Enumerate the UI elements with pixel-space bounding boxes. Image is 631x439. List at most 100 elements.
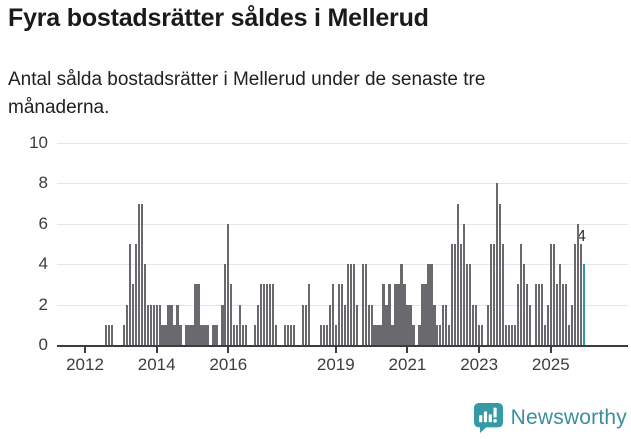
bar	[283, 324, 287, 345]
bar	[558, 264, 561, 345]
bar	[161, 324, 164, 345]
x-axis-tick-label: 2012	[66, 355, 104, 374]
x-axis-tick	[549, 347, 552, 353]
bar	[573, 244, 576, 345]
gridline-y4	[57, 264, 628, 266]
bar	[352, 264, 355, 345]
bar	[406, 304, 409, 345]
bar	[337, 284, 340, 345]
bar	[236, 324, 239, 345]
x-axis-line	[57, 345, 628, 347]
bar	[263, 284, 266, 345]
bar	[534, 284, 538, 345]
bar	[364, 264, 367, 345]
y-axis-tick-label: 6	[38, 213, 48, 233]
bar	[412, 324, 415, 345]
bar	[289, 324, 293, 345]
bar	[200, 324, 203, 345]
bar	[400, 264, 403, 345]
bar	[436, 324, 439, 345]
bar	[319, 324, 323, 345]
bar	[304, 304, 308, 345]
bar	[274, 324, 278, 345]
bar	[525, 284, 529, 345]
x-axis-tick	[406, 347, 409, 353]
bar	[421, 284, 424, 345]
bar	[155, 304, 158, 345]
bar	[227, 223, 230, 345]
bar	[361, 264, 364, 345]
bar	[206, 324, 209, 345]
bar	[203, 324, 206, 345]
bar	[469, 264, 472, 345]
bar	[292, 324, 296, 345]
bar	[164, 324, 167, 345]
bar	[194, 284, 197, 345]
bar	[128, 244, 131, 345]
bar	[221, 304, 224, 345]
bar	[486, 304, 490, 345]
bar	[513, 324, 517, 345]
bar	[433, 304, 436, 345]
bar	[504, 324, 508, 345]
bar	[540, 284, 543, 345]
bar	[418, 324, 421, 345]
bar	[409, 304, 412, 345]
bar	[552, 244, 555, 345]
x-axis-tick-label: 2019	[316, 355, 355, 374]
bar	[257, 304, 260, 345]
bar	[537, 284, 541, 345]
bar	[564, 284, 567, 345]
y-axis-tick-label: 4	[38, 254, 48, 274]
bar	[322, 324, 326, 345]
bar	[224, 264, 227, 345]
newsworthy-bubble-icon	[473, 402, 503, 434]
bar	[191, 324, 194, 345]
newsworthy-wordmark: Newsworthy	[510, 406, 627, 429]
bar	[507, 324, 511, 345]
bar	[439, 324, 442, 345]
bar	[230, 284, 233, 345]
x-axis-tick	[155, 347, 158, 353]
bar	[215, 324, 218, 345]
bar	[430, 264, 433, 345]
bar	[334, 324, 337, 345]
bar	[376, 324, 379, 345]
bar	[260, 284, 263, 345]
bar	[340, 284, 343, 345]
bar	[489, 244, 493, 345]
bar	[442, 304, 445, 345]
bar	[522, 264, 526, 345]
bar-highlighted-latest	[582, 264, 585, 345]
bar	[188, 324, 191, 345]
last-value-annotation: 4	[577, 228, 586, 245]
bar	[516, 284, 520, 345]
bar	[331, 284, 334, 345]
bar	[140, 203, 143, 345]
bar	[110, 324, 114, 345]
bar	[463, 223, 466, 345]
gridline-y6	[57, 223, 628, 225]
bar	[498, 203, 502, 345]
bar	[519, 244, 523, 345]
bar	[301, 304, 305, 345]
bar	[367, 304, 370, 345]
bar	[131, 284, 134, 345]
bar	[555, 284, 558, 345]
bar	[143, 264, 146, 345]
bar	[528, 304, 532, 345]
newsworthy-logo[interactable]: Newsworthy	[473, 402, 627, 434]
bar	[167, 304, 170, 345]
y-axis-tick-label: 2	[38, 294, 48, 314]
x-axis-tick	[84, 347, 86, 353]
bar	[466, 264, 469, 345]
bar	[242, 324, 245, 345]
bar	[158, 304, 161, 345]
bar	[472, 304, 475, 345]
bar	[546, 304, 549, 345]
bar	[579, 244, 582, 345]
bar	[328, 304, 331, 345]
bar	[576, 223, 579, 345]
gridline-y10	[57, 143, 628, 144]
bar	[173, 324, 176, 345]
